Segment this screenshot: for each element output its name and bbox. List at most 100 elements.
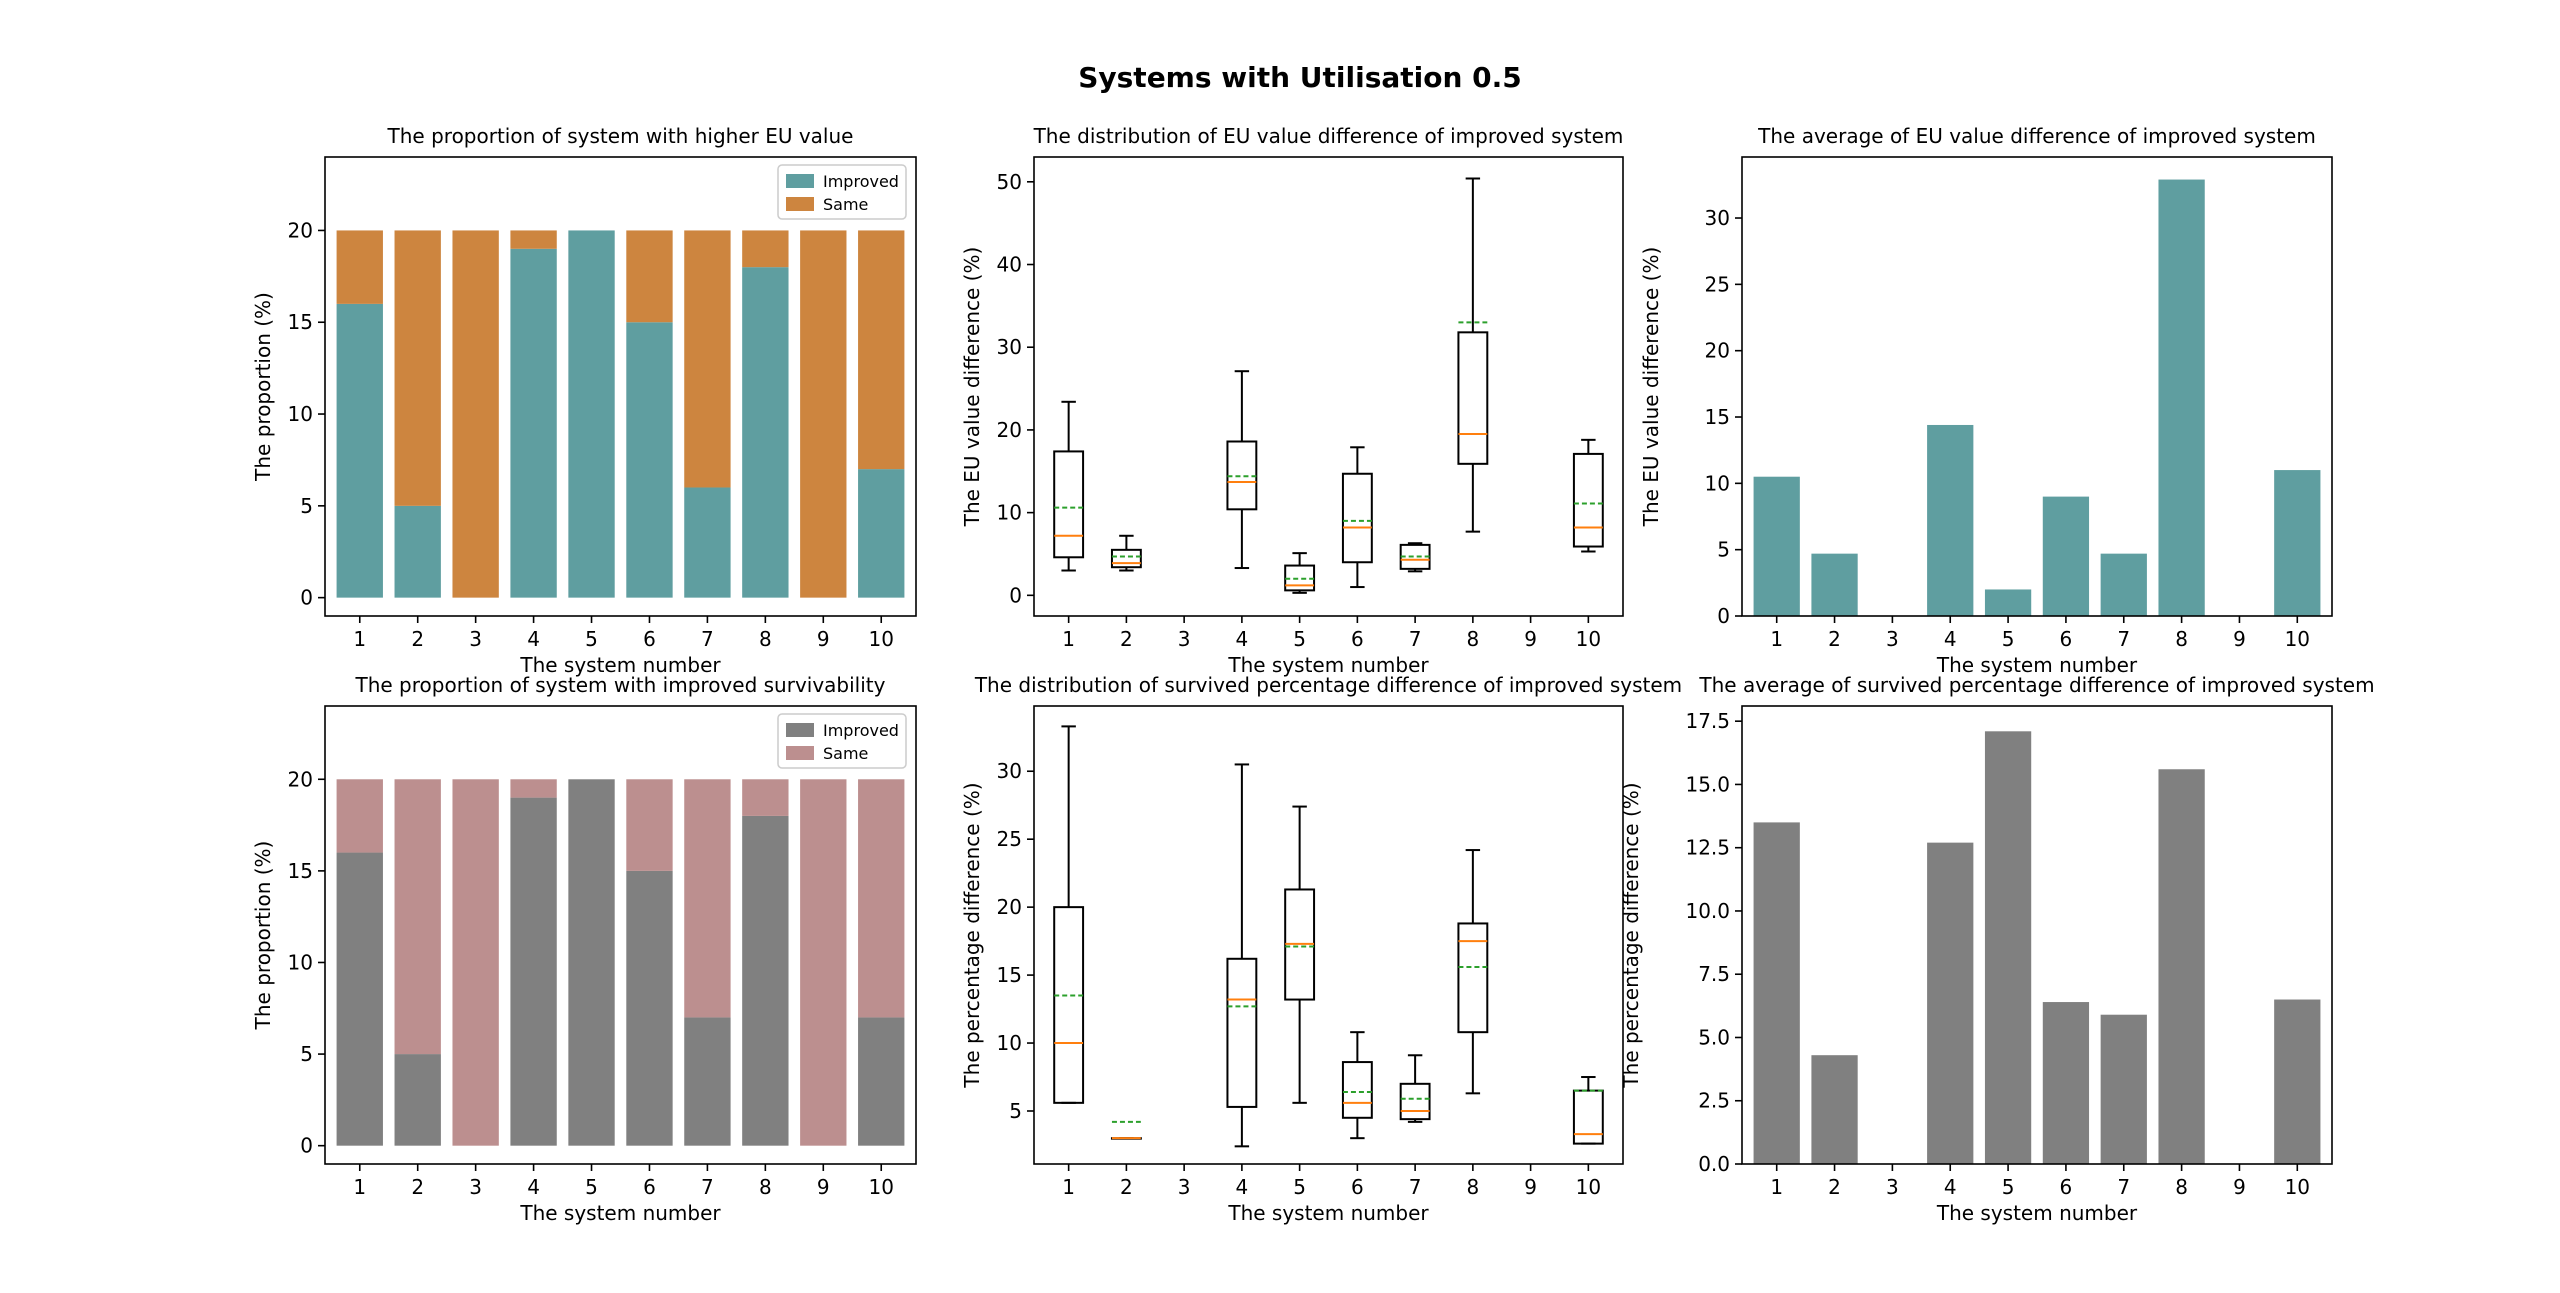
- y-axis-label: The percentage difference (%): [960, 782, 984, 1088]
- bar-improved-8: [742, 267, 788, 597]
- bar-improved-8: [742, 816, 788, 1146]
- bar-same-9: [800, 779, 846, 1145]
- x-tick-label-10: 10: [869, 1175, 894, 1199]
- bar-same-10: [858, 230, 904, 469]
- bar-improved-7: [684, 1017, 730, 1145]
- box-body-1: [1054, 907, 1083, 1103]
- x-tick-label-10: 10: [1576, 627, 1601, 651]
- box-5: [1285, 553, 1314, 593]
- subplot-title: The distribution of EU value difference …: [1033, 124, 1624, 148]
- x-tick-label-6: 6: [2060, 1175, 2073, 1199]
- legend-label-same: Same: [823, 744, 868, 763]
- bar-same-6: [626, 779, 672, 871]
- y-tick-label-0: 0: [1009, 583, 1022, 607]
- y-tick-label-20: 20: [997, 895, 1022, 919]
- x-tick-label-5: 5: [1293, 1175, 1306, 1199]
- box-2: [1112, 536, 1141, 571]
- box-body-6: [1343, 474, 1372, 562]
- bar-same-10: [858, 779, 904, 1017]
- y-tick-label-10: 10: [997, 1031, 1022, 1055]
- bar-improved-1: [337, 853, 383, 1146]
- x-tick-label-8: 8: [1466, 627, 1479, 651]
- x-tick-label-4: 4: [1944, 627, 1957, 651]
- bar-improved-7: [684, 487, 730, 597]
- legend-swatch-improved: [786, 174, 814, 188]
- x-tick-label-9: 9: [817, 627, 830, 651]
- box-4: [1227, 764, 1256, 1146]
- box-7: [1401, 1055, 1430, 1122]
- bar-same-4: [510, 779, 556, 797]
- x-tick-label-8: 8: [1466, 1175, 1479, 1199]
- bar-average-7: [2101, 1015, 2147, 1164]
- x-tick-label-6: 6: [2060, 627, 2073, 651]
- x-tick-label-8: 8: [759, 627, 772, 651]
- box-6: [1343, 1032, 1372, 1138]
- x-tick-label-3: 3: [1886, 627, 1899, 651]
- legend: Improved Same: [778, 714, 906, 768]
- bar-same-2: [395, 779, 441, 1054]
- x-tick-label-3: 3: [1886, 1175, 1899, 1199]
- y-tick-label-40: 40: [997, 253, 1022, 277]
- y-tick-label-15: 15: [288, 859, 313, 883]
- x-tick-label-4: 4: [527, 1175, 540, 1199]
- bar-average-4: [1927, 843, 1973, 1164]
- y-tick-label-30: 30: [997, 335, 1022, 359]
- figure-suptitle: Systems with Utilisation 0.5: [1078, 61, 1522, 94]
- x-tick-label-5: 5: [2002, 1175, 2015, 1199]
- y-axis-label: The percentage difference (%): [1619, 782, 1643, 1088]
- y-tick-label-20: 20: [997, 418, 1022, 442]
- bar-same-7: [684, 779, 730, 1017]
- x-tick-label-6: 6: [643, 627, 656, 651]
- y-tick-label-20: 20: [288, 767, 313, 791]
- y-tick-label-15.0: 15.0: [1685, 772, 1730, 796]
- y-tick-label-10: 10: [288, 402, 313, 426]
- y-tick-label-5: 5: [1009, 1099, 1022, 1123]
- bar-average-1: [1754, 822, 1800, 1164]
- y-tick-label-15: 15: [1705, 405, 1730, 429]
- box-7: [1401, 543, 1430, 571]
- y-tick-label-17.5: 17.5: [1685, 709, 1730, 733]
- bar-average-10: [2274, 470, 2320, 616]
- box-body-7: [1401, 1084, 1430, 1119]
- y-axis-label: The proportion (%): [251, 841, 275, 1031]
- legend-label-improved: Improved: [823, 172, 899, 191]
- subplot-3: 1 2 3 4 5 6 7 8 9 10051015202530The average of EU…: [1639, 124, 2332, 677]
- y-tick-label-5: 5: [300, 1042, 313, 1066]
- y-axis-label: The proportion (%): [251, 292, 275, 482]
- x-tick-label-6: 6: [1351, 1175, 1364, 1199]
- x-tick-label-7: 7: [1409, 627, 1422, 651]
- x-tick-label-3: 3: [1178, 627, 1191, 651]
- x-tick-label-8: 8: [759, 1175, 772, 1199]
- axes-frame: [1034, 706, 1623, 1164]
- y-tick-label-25: 25: [997, 827, 1022, 851]
- legend-label-improved: Improved: [823, 721, 899, 740]
- box-body-10: [1574, 1091, 1603, 1144]
- x-axis-label: The system number: [1227, 1201, 1429, 1225]
- bar-same-2: [395, 230, 441, 505]
- y-tick-label-10: 10: [288, 950, 313, 974]
- subplot-title: The average of EU value difference of im…: [1757, 124, 2316, 148]
- x-tick-label-5: 5: [2002, 627, 2015, 651]
- x-tick-label-9: 9: [2233, 1175, 2246, 1199]
- box-body-6: [1343, 1062, 1372, 1118]
- bar-improved-10: [858, 1017, 904, 1145]
- y-tick-label-50: 50: [997, 170, 1022, 194]
- bar-same-1: [337, 230, 383, 303]
- y-tick-label-10: 10: [1705, 471, 1730, 495]
- x-tick-label-9: 9: [817, 1175, 830, 1199]
- x-tick-label-5: 5: [1293, 627, 1306, 651]
- box-4: [1227, 371, 1256, 568]
- x-tick-label-1: 1: [1062, 627, 1075, 651]
- x-tick-label-4: 4: [1944, 1175, 1957, 1199]
- legend: ImprovedSame: [778, 165, 906, 219]
- x-axis-label: The system number: [1936, 1201, 2138, 1225]
- box-1: [1054, 402, 1083, 571]
- x-tick-label-10: 10: [2285, 627, 2310, 651]
- x-tick-label-5: 5: [585, 627, 598, 651]
- box-6: [1343, 447, 1372, 587]
- box-1: [1054, 726, 1083, 1102]
- subplot-1: 1 2 3 4 5 6 7 8 9 10 0 5 10 15 20 The proportion of sys…: [251, 124, 916, 677]
- bar-improved-5: [568, 779, 614, 1145]
- subplot-title: The proportion of system with higher EU …: [387, 124, 854, 148]
